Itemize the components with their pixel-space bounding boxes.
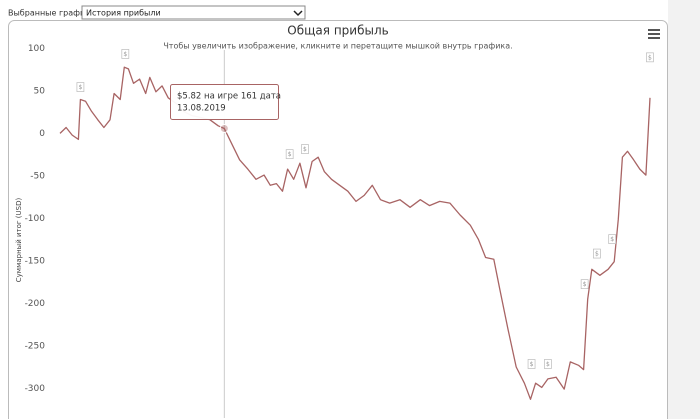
y-tick-label: -150 xyxy=(25,256,46,266)
flag xyxy=(580,279,589,289)
y-tick-label: 0 xyxy=(39,129,45,139)
chart-panel xyxy=(8,20,668,419)
chart-subtitle: Чтобы увеличить изображение, кликните и … xyxy=(163,42,512,51)
menu-button[interactable] xyxy=(648,29,660,39)
y-tick-label: -200 xyxy=(25,299,46,309)
flag-label: $ xyxy=(78,84,82,91)
flag-label: $ xyxy=(303,146,307,153)
flag xyxy=(285,149,294,160)
flag xyxy=(121,49,130,59)
flag-label: $ xyxy=(583,281,587,288)
y-tick-label: -100 xyxy=(25,214,46,224)
menu-bar xyxy=(648,29,660,31)
flag xyxy=(593,248,601,259)
flag-label: $ xyxy=(610,236,614,243)
y-tick-label: -300 xyxy=(25,384,46,394)
y-tick-label: -50 xyxy=(30,171,45,181)
tooltip-point xyxy=(219,123,229,133)
select-label: Выбранные графики: xyxy=(8,9,98,18)
flag-label: $ xyxy=(288,151,292,158)
flag xyxy=(76,82,85,92)
plot: 100 50 0 -50 -100 -150 -200 -250 -300 $ $ $ $ $ $ $ $ $ $ $… xyxy=(25,44,654,418)
flag xyxy=(544,359,552,369)
select-value[interactable]: История прибыли xyxy=(86,9,161,18)
flag-label: $ xyxy=(546,361,550,368)
flag xyxy=(527,359,536,369)
y-tick-label: -250 xyxy=(25,341,46,351)
tooltip-text: $5.82 на игре 161 дата xyxy=(177,92,281,102)
flag xyxy=(646,52,654,63)
flag xyxy=(301,144,309,154)
flag-label: $ xyxy=(530,361,534,368)
flag-label: $ xyxy=(648,54,652,61)
side-strip xyxy=(668,0,700,419)
tooltip-text: 13.08.2019 xyxy=(177,104,226,114)
tooltip-box xyxy=(170,84,279,120)
y-tick-label: 100 xyxy=(28,44,45,54)
flag-label: $ xyxy=(595,251,599,258)
chart-title: Общая прибыль xyxy=(287,24,388,38)
menu-bar xyxy=(648,33,660,35)
y-axis-label: Суммарный итог (USD) xyxy=(15,198,23,283)
profit-line xyxy=(59,66,651,400)
select-arrow xyxy=(293,10,303,17)
flag xyxy=(608,234,617,244)
flag-label: $ xyxy=(123,51,127,58)
select-box[interactable] xyxy=(81,5,306,20)
y-tick-label: 50 xyxy=(34,86,46,96)
menu-bar xyxy=(648,37,660,39)
